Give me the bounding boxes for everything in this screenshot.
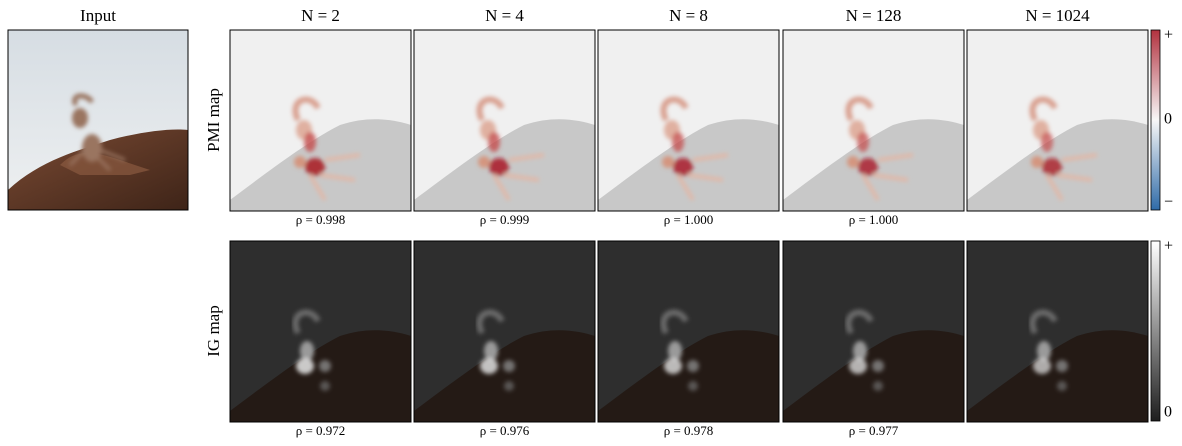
map-image bbox=[414, 30, 595, 211]
map-image bbox=[783, 241, 964, 422]
map-image bbox=[598, 241, 779, 422]
map-image bbox=[230, 241, 411, 422]
rho-label: ρ = 0.972 bbox=[296, 423, 346, 438]
rho-label: ρ = 0.977 bbox=[849, 423, 899, 438]
map-image bbox=[783, 30, 964, 211]
colorbar-label: 0 bbox=[1164, 111, 1172, 128]
rho-label: ρ = 0.998 bbox=[296, 212, 346, 227]
rho-label: ρ = 0.978 bbox=[664, 423, 714, 438]
map-image bbox=[230, 30, 411, 211]
row-label: IG map bbox=[204, 305, 223, 356]
input-image bbox=[8, 30, 188, 210]
colorbar-label: + bbox=[1164, 238, 1173, 255]
rho-label: ρ = 0.999 bbox=[480, 212, 530, 227]
column-title: N = 1024 bbox=[1025, 6, 1090, 25]
map-image bbox=[967, 30, 1148, 211]
colorbar: + 0 − bbox=[1151, 27, 1173, 211]
rho-label: ρ = 0.976 bbox=[480, 423, 530, 438]
rho-label: ρ = 1.000 bbox=[849, 212, 899, 227]
column-title: N = 2 bbox=[301, 6, 340, 25]
row-label: PMI map bbox=[204, 88, 223, 152]
map-image bbox=[967, 241, 1148, 422]
colorbar: + 0 bbox=[1151, 238, 1173, 421]
column-title: N = 128 bbox=[846, 6, 902, 25]
colorbar-label: + bbox=[1164, 27, 1173, 44]
input-title: Input bbox=[80, 6, 116, 25]
column-title: N = 4 bbox=[485, 6, 524, 25]
rho-label: ρ = 1.000 bbox=[664, 212, 714, 227]
map-image bbox=[598, 30, 779, 211]
colorbar-label: 0 bbox=[1164, 404, 1172, 421]
map-image bbox=[414, 241, 595, 422]
figure: Input PMI map IG map + 0 − + 0 N = 2 N = … bbox=[0, 0, 1182, 441]
colorbar-label: − bbox=[1164, 194, 1173, 211]
column-title: N = 8 bbox=[669, 6, 708, 25]
